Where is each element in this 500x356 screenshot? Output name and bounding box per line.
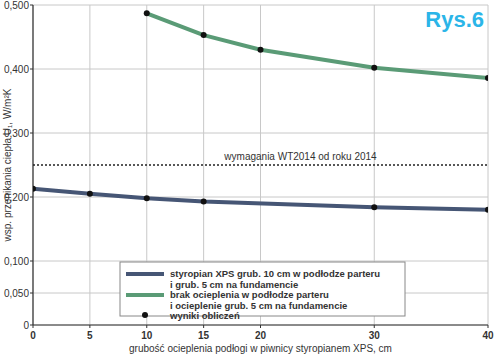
data-point xyxy=(258,47,264,53)
legend-label: brak ocieplenia w podłodze parterui ocie… xyxy=(170,289,347,311)
x-axis-label: grubość ocieplenia podłogi w piwnicy sty… xyxy=(129,343,392,354)
tick-label: 20 xyxy=(255,330,267,341)
tick xyxy=(203,325,204,328)
data-point xyxy=(144,10,150,16)
legend-line: i ocieplenie grub. 5 cm na fundamencie xyxy=(170,300,347,311)
data-point xyxy=(371,65,377,71)
background xyxy=(0,0,500,356)
tick xyxy=(146,325,147,328)
data-point xyxy=(144,195,150,201)
tick xyxy=(30,197,33,198)
tick-label: 0,500 xyxy=(4,0,29,11)
plot-area xyxy=(33,10,488,212)
tick xyxy=(33,325,34,328)
tick xyxy=(260,325,261,328)
series-line xyxy=(33,189,488,210)
tick-label: 0,100 xyxy=(4,256,29,267)
tick-label: 5 xyxy=(87,330,93,341)
data-point xyxy=(371,204,377,210)
tick-label: 15 xyxy=(198,330,210,341)
tick xyxy=(488,325,489,328)
legend-line: brak ocieplenia w podłodze parteru xyxy=(170,289,329,300)
tick xyxy=(30,133,33,134)
tick xyxy=(30,261,33,262)
data-point xyxy=(201,198,207,204)
legend-box xyxy=(120,262,405,316)
tick-label: 0 xyxy=(30,330,36,341)
tick-label: 0,400 xyxy=(4,64,29,75)
tick-label: 0 xyxy=(23,320,29,331)
reference-label: wymagania WT2014 od roku 2014 xyxy=(223,151,377,162)
legend-swatch xyxy=(126,293,164,297)
tick xyxy=(89,325,90,328)
data-point xyxy=(485,207,488,213)
tick-label: 40 xyxy=(482,330,494,341)
legend-label: styropian XPS grub. 10 cm w podłodze par… xyxy=(170,268,380,290)
tick-label: 0,050 xyxy=(4,288,29,299)
legend-line: i grub. 5 cm na fundamencie xyxy=(170,279,298,290)
data-point xyxy=(33,186,36,192)
tick-label: 30 xyxy=(369,330,381,341)
legend-label: wyniki obliczeń xyxy=(169,310,240,321)
data-point xyxy=(485,75,488,81)
y-axis-label: wsp. przenikania ciepła U₁, W/m²K xyxy=(2,88,13,242)
legend-marker xyxy=(142,312,148,318)
legend-swatch xyxy=(126,272,164,276)
tick-label: 10 xyxy=(141,330,153,341)
tick xyxy=(30,5,33,6)
tick xyxy=(30,69,33,70)
legend: styropian XPS grub. 10 cm w podłodze par… xyxy=(120,262,405,321)
tick xyxy=(30,293,33,294)
reference-line xyxy=(33,164,488,166)
tick xyxy=(374,325,375,328)
title: Rys.6 xyxy=(425,7,484,32)
chart: 00,0500,1000,2000,3000,4000,500051015203… xyxy=(0,0,500,356)
data-point xyxy=(201,32,207,38)
data-point xyxy=(87,191,93,197)
legend-line: styropian XPS grub. 10 cm w podłodze par… xyxy=(170,268,380,279)
